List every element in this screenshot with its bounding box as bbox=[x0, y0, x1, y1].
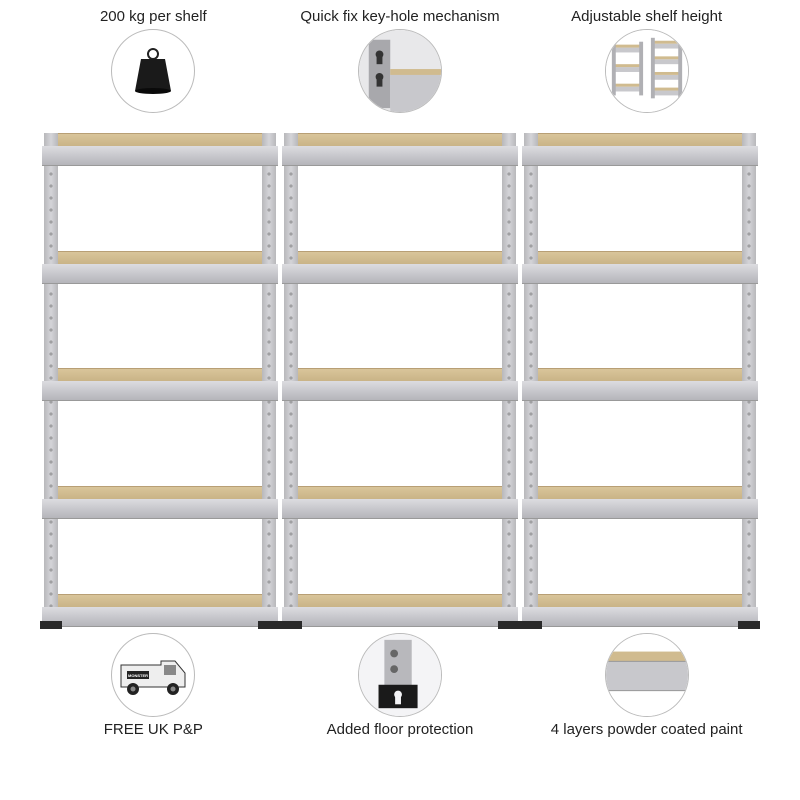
feature-floor-label: Added floor protection bbox=[327, 721, 474, 738]
product-image bbox=[30, 123, 770, 623]
shelving-unit-3 bbox=[520, 133, 760, 623]
floor-protection-icon bbox=[358, 633, 442, 717]
features-bottom-row: FREE UK P&P MONSTER Added floor protecti… bbox=[0, 629, 800, 746]
feature-weight-label: 200 kg per shelf bbox=[100, 8, 207, 25]
feature-keyhole-label: Quick fix key-hole mechanism bbox=[300, 8, 499, 25]
shelving-unit-1 bbox=[40, 133, 280, 623]
features-top-row: 200 kg per shelf Quick fix key-hole mech… bbox=[0, 0, 800, 117]
weight-icon bbox=[111, 29, 195, 113]
feature-keyhole: Quick fix key-hole mechanism bbox=[280, 8, 520, 113]
feature-paint: 4 layers powder coated paint bbox=[527, 633, 767, 738]
feature-paint-label: 4 layers powder coated paint bbox=[551, 721, 743, 738]
feature-floor: Added floor protection bbox=[280, 633, 520, 738]
feature-delivery: FREE UK P&P MONSTER bbox=[33, 633, 273, 738]
feature-weight: 200 kg per shelf bbox=[33, 8, 273, 113]
adjustable-icon bbox=[605, 29, 689, 113]
paint-icon bbox=[605, 633, 689, 717]
svg-text:MONSTER: MONSTER bbox=[128, 673, 148, 678]
feature-adjustable-label: Adjustable shelf height bbox=[571, 8, 722, 25]
feature-adjustable: Adjustable shelf height bbox=[527, 8, 767, 113]
shelving-unit-2 bbox=[280, 133, 520, 623]
feature-delivery-label: FREE UK P&P bbox=[104, 721, 203, 738]
keyhole-icon bbox=[358, 29, 442, 113]
van-icon: MONSTER bbox=[111, 633, 195, 717]
